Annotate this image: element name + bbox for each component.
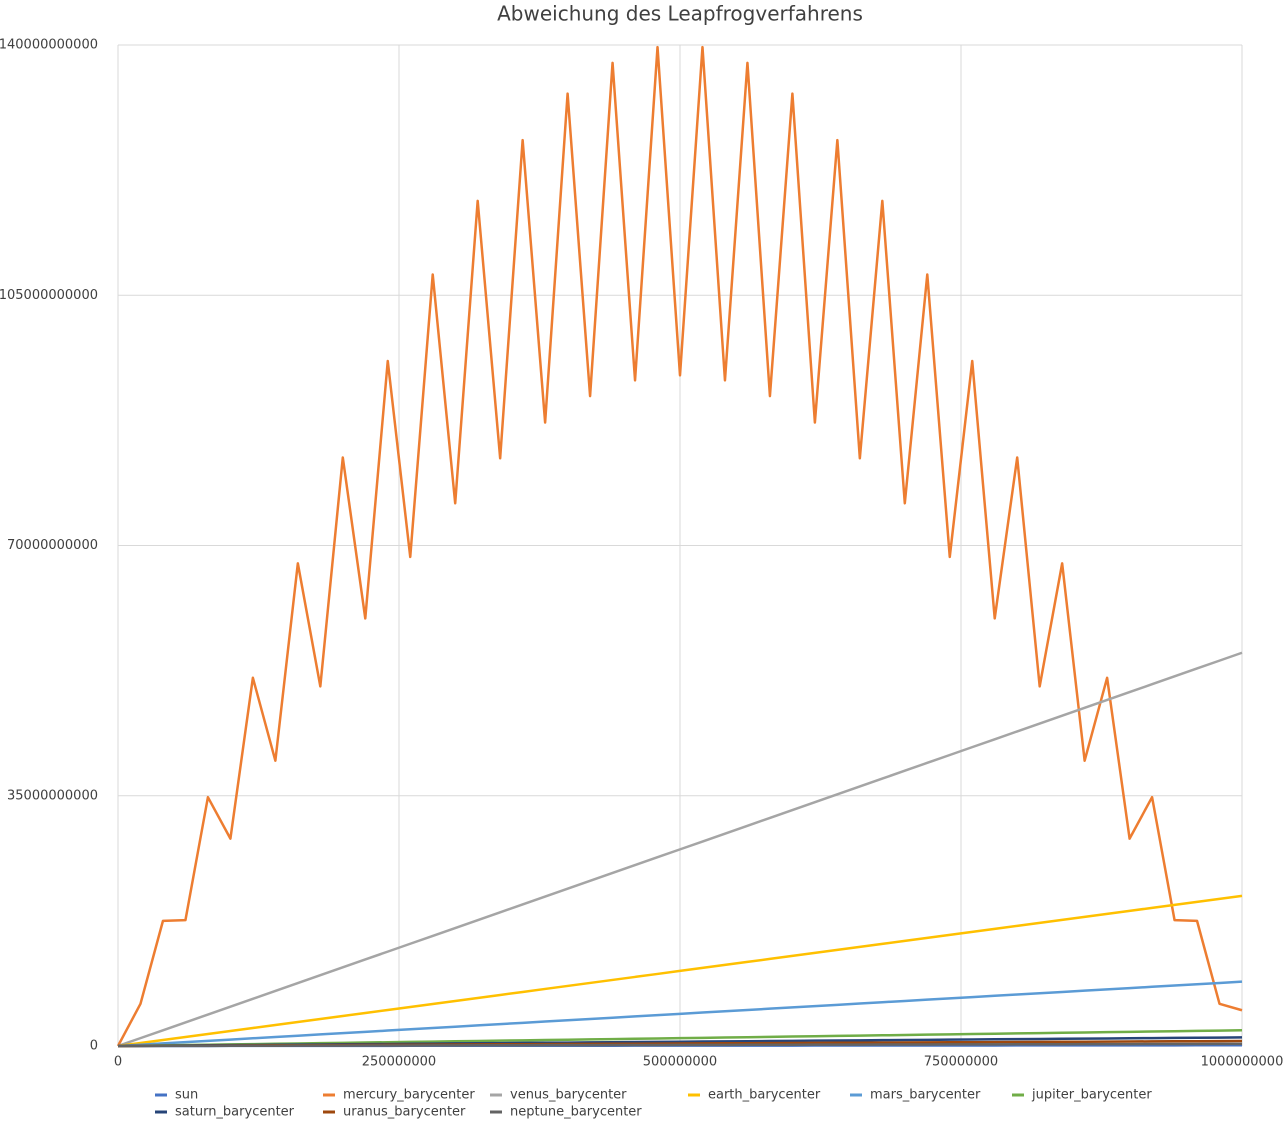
series-line: [117, 980, 1243, 1048]
legend-label: jupiter_barycenter: [1031, 1088, 1152, 1103]
y-tick-label: 0: [90, 1039, 98, 1054]
x-tick-label: 750000000: [924, 1055, 998, 1070]
x-tick-label: 0: [114, 1055, 122, 1070]
y-tick-label: 140000000000: [0, 38, 98, 53]
legend-label: sun: [175, 1088, 198, 1103]
legend-label: venus_barycenter: [510, 1088, 627, 1103]
y-tick-label: 105000000000: [0, 288, 98, 303]
legend-label: saturn_barycenter: [175, 1105, 295, 1120]
legend-label: uranus_barycenter: [343, 1105, 466, 1120]
chart-title: Abweichung des Leapfrogverfahrens: [497, 2, 863, 26]
legend-label: mercury_barycenter: [343, 1088, 475, 1103]
series-line: [117, 1042, 1243, 1048]
legend-label: neptune_barycenter: [510, 1105, 642, 1120]
x-tick-label: 1000000000: [1201, 1055, 1284, 1070]
series-line: [117, 894, 1243, 1048]
legend-label: mars_barycenter: [870, 1088, 981, 1103]
y-tick-label: 35000000000: [7, 788, 98, 803]
legend-label: earth_barycenter: [708, 1088, 821, 1103]
x-tick-label: 250000000: [362, 1055, 436, 1070]
series-line: [117, 651, 1243, 1048]
x-tick-label: 500000000: [643, 1055, 717, 1070]
series-line: [116, 45, 1243, 1047]
y-tick-label: 70000000000: [7, 538, 98, 553]
